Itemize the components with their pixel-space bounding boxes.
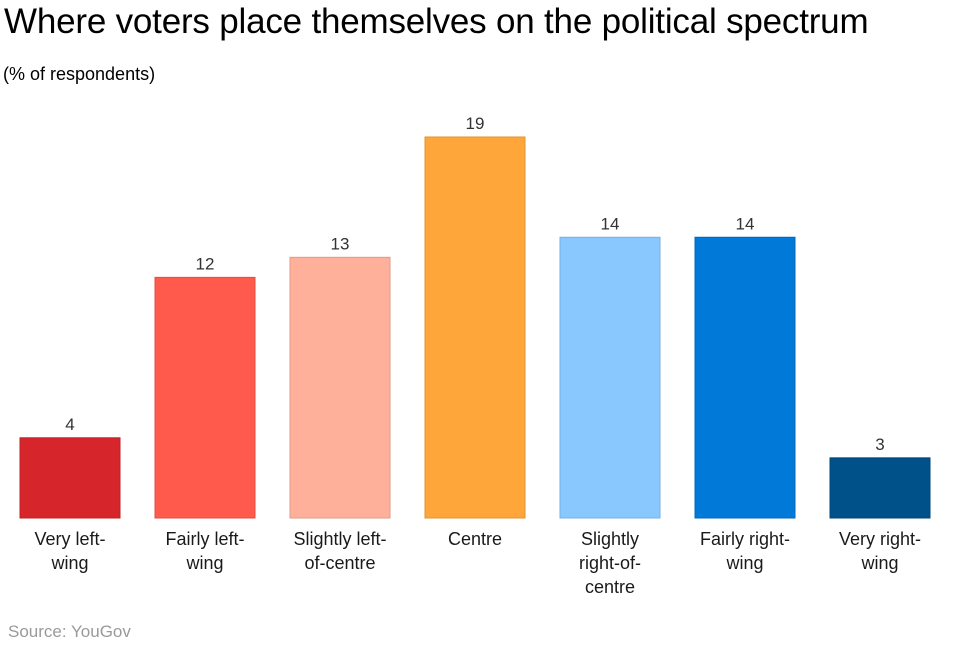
category-label-1: Fairly left-wing	[165, 529, 244, 573]
category-label-line: centre	[585, 577, 635, 597]
category-label-4: Slightly right-of-centre	[579, 529, 641, 597]
category-label-line: Fairly left-	[165, 529, 244, 549]
bar-3	[424, 136, 526, 519]
category-label-5: Fairly right-wing	[700, 529, 790, 573]
bar-2	[289, 256, 391, 519]
chart-subtitle: (% of respondents)	[3, 64, 156, 84]
bar-value-label-2: 13	[331, 234, 350, 253]
category-label-2: Slightly left-of-centre	[293, 529, 386, 573]
bar-value-label-1: 12	[196, 254, 215, 273]
category-label-line: of-centre	[304, 553, 375, 573]
bar-value-label-5: 14	[736, 214, 755, 233]
category-label-6: Very right-wing	[839, 529, 921, 573]
category-label-line: wing	[50, 553, 88, 573]
category-label-line: Very left-	[34, 529, 105, 549]
category-label-line: right-of-	[579, 553, 641, 573]
category-label-line: Fairly right-	[700, 529, 790, 549]
bar-6	[829, 457, 931, 519]
bar-value-label-3: 19	[466, 114, 485, 133]
bar-1	[154, 276, 256, 519]
category-label-line: Very right-	[839, 529, 921, 549]
bar-value-label-4: 14	[601, 214, 620, 233]
category-label-line: Slightly left-	[293, 529, 386, 549]
category-label-line: Centre	[448, 529, 502, 549]
bar-value-label-6: 3	[875, 435, 884, 454]
bar-4	[559, 236, 661, 519]
bar-value-label-0: 4	[65, 415, 74, 434]
bar-0	[19, 437, 121, 519]
chart-title: Where voters place themselves on the pol…	[4, 2, 869, 41]
category-label-0: Very left-wing	[34, 529, 105, 573]
category-label-3: Centre	[448, 529, 502, 549]
category-label-line: wing	[185, 553, 223, 573]
category-label-line: wing	[860, 553, 898, 573]
source-note: Source: YouGov	[8, 622, 131, 641]
bar-5	[694, 236, 796, 519]
category-label-line: wing	[725, 553, 763, 573]
category-label-line: Slightly	[581, 529, 639, 549]
